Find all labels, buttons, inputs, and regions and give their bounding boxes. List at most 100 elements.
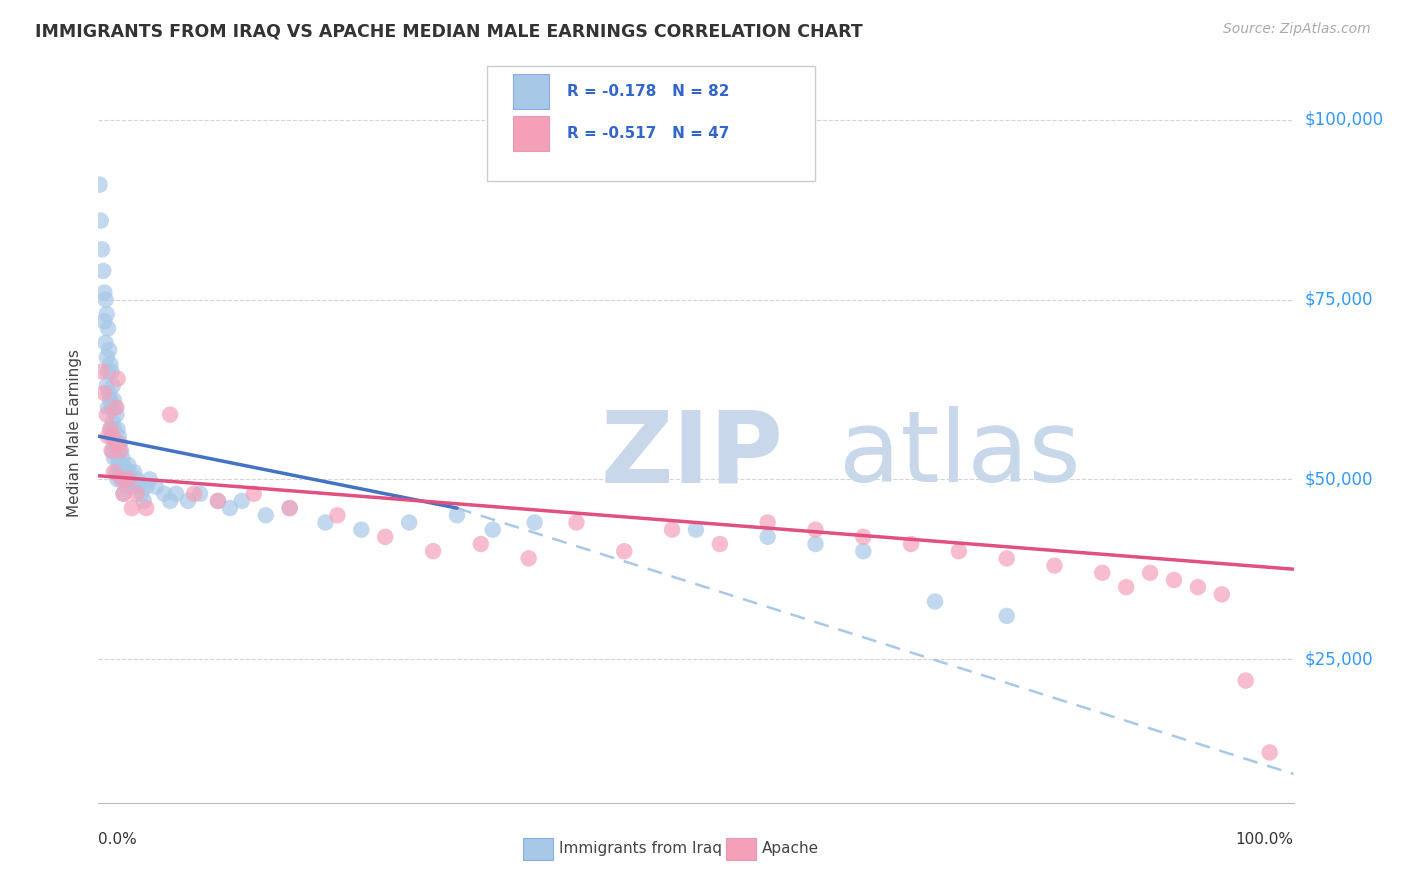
Point (685, 523, 707, 537)
Point (219, 501, 242, 516)
Text: IMMIGRANTS FROM IRAQ VS APACHE MEDIAN MALE EARNINGS CORRELATION CHART: IMMIGRANTS FROM IRAQ VS APACHE MEDIAN MA… (35, 22, 863, 40)
Point (101, 415, 124, 429)
Point (98, 357, 122, 371)
Point (98, 343, 121, 357)
Point (112, 486, 135, 500)
Point (107, 422, 129, 436)
Point (115, 472, 138, 486)
Point (98, 393, 122, 408)
Point (108, 465, 131, 479)
Point (1043, 558, 1066, 573)
Point (96, 408, 118, 422)
Point (100, 401, 122, 415)
Point (159, 494, 181, 508)
Text: atlas: atlas (839, 407, 1081, 503)
Point (422, 544, 444, 558)
Bar (513, 73, 548, 109)
Point (756, 516, 779, 530)
Point (89, 178, 111, 192)
Point (107, 450, 129, 465)
Text: $100,000: $100,000 (1305, 111, 1384, 129)
Point (398, 516, 420, 530)
Point (98, 386, 121, 401)
Point (374, 530, 396, 544)
Point (110, 472, 132, 486)
Point (139, 472, 162, 486)
Point (565, 516, 588, 530)
Point (97, 429, 120, 443)
Text: 100.0%: 100.0% (1236, 832, 1294, 847)
Point (523, 516, 546, 530)
Point (91, 243, 114, 257)
Point (96, 379, 118, 393)
Point (804, 523, 827, 537)
Bar (725, 838, 756, 860)
Point (108, 436, 131, 450)
Point (517, 551, 540, 566)
Y-axis label: Median Male Earnings: Median Male Earnings (67, 349, 83, 516)
Point (135, 501, 157, 516)
Point (1234, 673, 1257, 688)
Point (756, 530, 779, 544)
Point (948, 544, 970, 558)
Point (995, 551, 1018, 566)
Point (207, 494, 229, 508)
Point (117, 472, 139, 486)
Point (1163, 573, 1185, 587)
Point (98, 422, 122, 436)
Point (104, 436, 127, 450)
Point (131, 486, 153, 500)
Point (254, 508, 277, 523)
Point (105, 401, 128, 415)
Bar (513, 116, 548, 152)
Point (924, 594, 946, 608)
Point (98, 422, 122, 436)
Point (188, 486, 211, 500)
Point (107, 458, 129, 472)
Point (165, 486, 187, 500)
Point (243, 486, 266, 500)
Point (207, 494, 229, 508)
Text: R = -0.178   N = 82: R = -0.178 N = 82 (567, 84, 730, 99)
Point (159, 408, 181, 422)
Point (125, 486, 148, 500)
Point (96, 350, 118, 364)
Point (125, 472, 148, 486)
Point (326, 508, 349, 523)
Point (1187, 580, 1209, 594)
Text: $25,000: $25,000 (1305, 650, 1374, 668)
Point (446, 508, 468, 523)
Point (852, 530, 875, 544)
Text: $75,000: $75,000 (1305, 291, 1374, 309)
Point (124, 465, 146, 479)
Point (97, 365, 120, 379)
Point (105, 408, 128, 422)
Text: Apache: Apache (762, 841, 818, 856)
Point (101, 379, 124, 393)
Point (135, 479, 157, 493)
Point (231, 494, 253, 508)
Point (110, 443, 132, 458)
Point (97, 401, 120, 415)
Point (278, 501, 301, 516)
Point (107, 436, 129, 450)
Point (93, 314, 115, 328)
Text: $50,000: $50,000 (1305, 470, 1374, 488)
Point (121, 501, 143, 516)
Point (91, 365, 114, 379)
Point (852, 544, 875, 558)
Point (108, 443, 131, 458)
FancyBboxPatch shape (486, 66, 815, 181)
Text: Source: ZipAtlas.com: Source: ZipAtlas.com (1223, 22, 1371, 37)
Text: Immigrants from Iraq: Immigrants from Iraq (558, 841, 721, 856)
Point (481, 523, 505, 537)
Point (1258, 746, 1281, 760)
Point (93, 285, 115, 300)
Point (1091, 566, 1114, 580)
Point (995, 608, 1018, 623)
Point (709, 537, 731, 551)
Point (804, 537, 827, 551)
Point (97, 321, 120, 335)
Point (103, 422, 125, 436)
Point (153, 486, 176, 500)
